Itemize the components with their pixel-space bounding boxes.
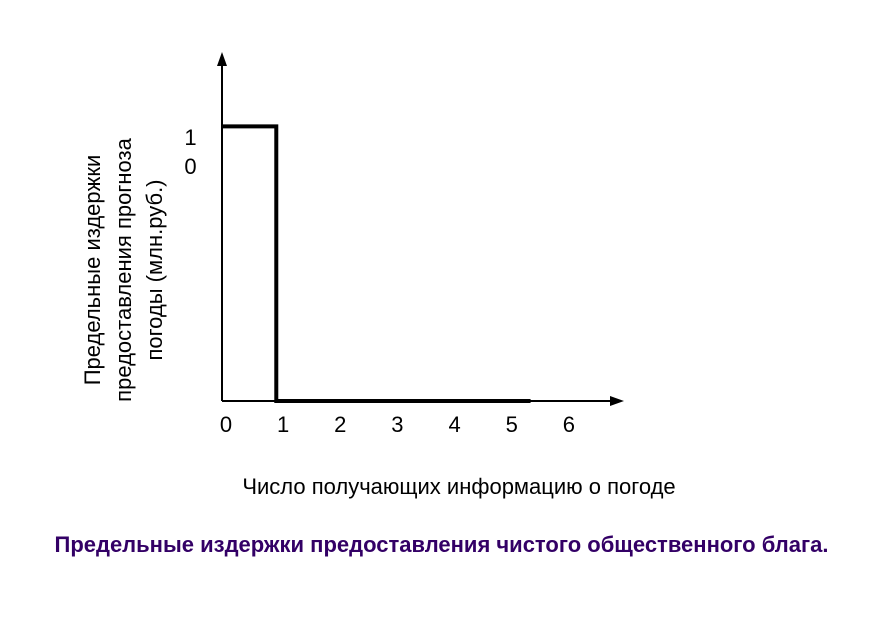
x-tick-label: 0 (220, 412, 232, 437)
x-tick-label: 6 (563, 412, 575, 437)
y-axis-label: Предельные издержки предоставления прогн… (80, 137, 167, 401)
x-tick-label: 1 (277, 412, 289, 437)
x-axis-label: Число получающих информацию о погоде (242, 474, 675, 499)
x-tick-label: 4 (448, 412, 460, 437)
y-tick-label: 10 (178, 125, 203, 184)
y-axis-label-line: Предельные издержки (80, 155, 105, 386)
chart-title: Предельные издержки предоставления чисто… (54, 532, 829, 557)
x-tick-label: 5 (506, 412, 518, 437)
y-axis-label-line: предоставления прогноза (111, 137, 136, 401)
y-axis-label-line: погоды (млн.руб.) (142, 179, 167, 360)
x-tick-label: 2 (334, 412, 346, 437)
y-axis-arrow (217, 52, 227, 66)
line (222, 124, 531, 403)
x-tick-label: 3 (391, 412, 403, 437)
x-axis-arrow (610, 396, 624, 406)
